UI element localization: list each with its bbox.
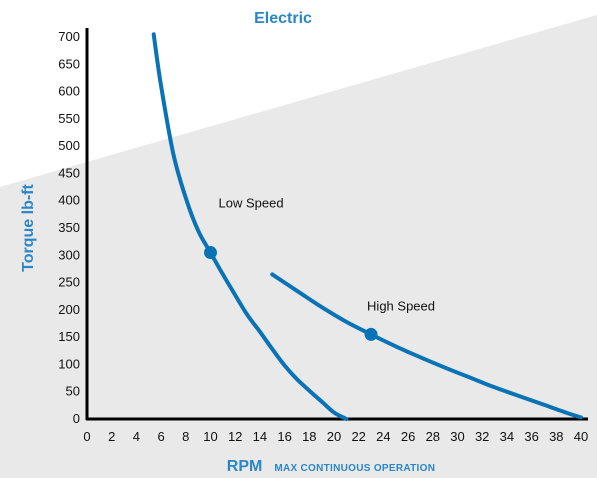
series-line-low-speed xyxy=(151,32,349,421)
y-axis-ticks: 0 50 100 150 200 250 300 350 400 450 500 550 600 650 7… xyxy=(58,29,80,426)
y-tick-label: 600 xyxy=(58,84,80,99)
y-tick-label: 200 xyxy=(58,302,80,317)
x-tick-label: 26 xyxy=(401,429,415,444)
y-tick-label: 350 xyxy=(58,220,80,235)
y-tick-label: 500 xyxy=(58,138,80,153)
x-tick-label: 6 xyxy=(157,429,164,444)
x-tick-label: 2 xyxy=(108,429,115,444)
y-tick-label: 50 xyxy=(66,384,80,399)
x-tick-label: 28 xyxy=(426,429,440,444)
x-tick-label: 8 xyxy=(182,429,189,444)
x-tick-label: 38 xyxy=(549,429,563,444)
series-label-low-speed: Low Speed xyxy=(219,196,284,211)
series-line-high-speed xyxy=(270,272,583,420)
x-tick-label: 16 xyxy=(277,429,291,444)
y-tick-label: 400 xyxy=(58,193,80,208)
x-tick-label: 0 xyxy=(83,429,90,444)
x-tick-label: 10 xyxy=(203,429,217,444)
x-tick-label: 34 xyxy=(500,429,514,444)
y-tick-label: 300 xyxy=(58,247,80,262)
series-layer: Low Speed High Speed xyxy=(151,32,583,421)
x-tick-label: 24 xyxy=(376,429,390,444)
x-tick-label: 36 xyxy=(524,429,538,444)
y-tick-label: 700 xyxy=(58,29,80,44)
y-tick-label: 550 xyxy=(58,111,80,126)
x-tick-label: 14 xyxy=(253,429,267,444)
x-tick-label: 30 xyxy=(450,429,464,444)
series-marker-high-speed xyxy=(364,327,378,341)
x-tick-label: 4 xyxy=(133,429,140,444)
background-band xyxy=(0,15,597,478)
chart-title: Electric xyxy=(254,10,312,27)
y-tick-label: 450 xyxy=(58,165,80,180)
y-tick-label: 0 xyxy=(73,411,80,426)
y-axis-title: Torque lb-ft xyxy=(20,183,37,271)
x-tick-label: 32 xyxy=(475,429,489,444)
x-axis-subtitle: MAX CONTINUOUS OPERATION xyxy=(274,463,435,474)
x-axis-ticks: 0 2 4 6 8 10 12 14 16 18 20 22 24 26 28 30 32 34 36 38 40 xyxy=(83,429,588,444)
y-tick-label: 150 xyxy=(58,329,80,344)
series-label-high-speed: High Speed xyxy=(367,298,435,313)
x-tick-label: 18 xyxy=(302,429,316,444)
x-axis-title: RPM xyxy=(227,458,263,475)
x-tick-label: 12 xyxy=(228,429,242,444)
y-tick-label: 100 xyxy=(58,356,80,371)
x-axis-title-group: RPM MAX CONTINUOUS OPERATION xyxy=(227,458,435,475)
y-tick-label: 650 xyxy=(58,56,80,71)
series-marker-low-speed xyxy=(204,246,217,260)
x-tick-label: 40 xyxy=(574,429,588,444)
x-tick-label: 22 xyxy=(351,429,365,444)
x-tick-label: 20 xyxy=(327,429,341,444)
y-tick-label: 250 xyxy=(58,275,80,290)
